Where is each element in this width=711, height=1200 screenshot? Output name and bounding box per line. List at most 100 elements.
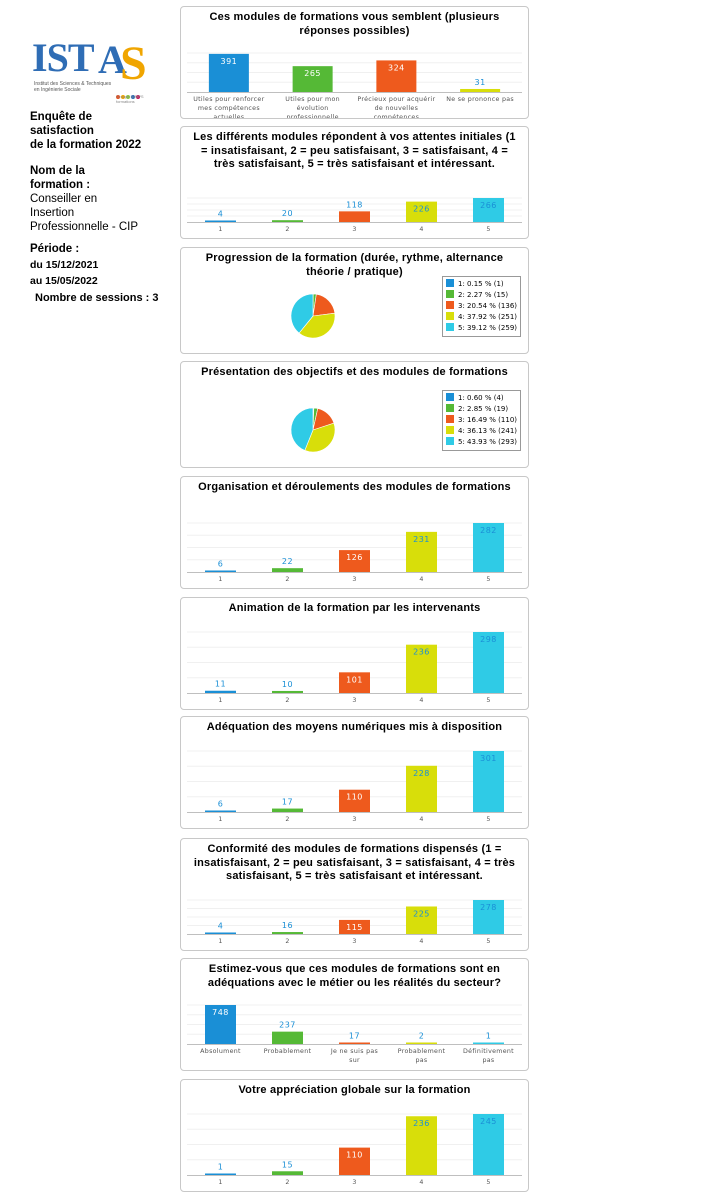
chart-svg [290, 407, 336, 453]
chart-panel-10: Votre appréciation globale sur la format… [180, 1079, 529, 1192]
chart-svg [290, 293, 336, 339]
chart-svg: 4 1 20 2 118 3 226 4 266 5 [187, 197, 522, 233]
chart-panel-1: Ces modules de formations vous semblent … [180, 6, 529, 119]
bar-1 [205, 1005, 236, 1044]
legend-item: 5: 39.12 % (259) [446, 323, 517, 334]
category-label: 4 [419, 938, 423, 945]
bar-4 [406, 765, 437, 812]
data-label: 298 [480, 635, 497, 644]
legend-swatch [446, 301, 454, 309]
category-label: 4 [419, 226, 423, 233]
category-label: évolution [297, 104, 329, 112]
legend-swatch [446, 312, 454, 320]
data-label: 126 [346, 553, 363, 562]
chart-title: Adéquation des moyens numériques mis à d… [206, 721, 503, 733]
category-label: 3 [352, 816, 356, 823]
bar-1 [205, 690, 236, 693]
data-label: 225 [413, 909, 430, 918]
category-label: pas [415, 1057, 427, 1064]
category-label: 4 [419, 576, 423, 583]
formation-label: Nom de la formation : [30, 165, 91, 191]
pie-slice-4 [304, 422, 336, 453]
legend-swatch [446, 437, 454, 445]
chart-title: Progression de la formation (durée, ryth… [205, 252, 504, 278]
bar-4 [406, 644, 437, 693]
chart-panel-7: Adéquation des moyens numériques mis à d… [180, 716, 529, 829]
category-label: 1 [218, 816, 222, 823]
bar-1 [205, 220, 236, 222]
category-label: 3 [352, 576, 356, 583]
legend-item: 4: 36.13 % (241) [446, 426, 517, 437]
category-label: actuelles [213, 114, 244, 118]
data-label: 748 [212, 1008, 229, 1017]
legend-label: 2: 2.27 % (15) [458, 291, 509, 299]
bar-4 [460, 88, 501, 92]
data-label: 266 [480, 201, 497, 210]
logo-text: IST [32, 35, 94, 80]
category-label: 1 [218, 938, 222, 945]
legend-swatch [446, 426, 454, 434]
legend-swatch [446, 323, 454, 331]
category-label: 5 [486, 1179, 490, 1186]
data-label: 282 [480, 526, 497, 535]
bar-5 [473, 523, 504, 572]
pie-slice-5 [290, 407, 314, 451]
bar-5 [473, 198, 504, 222]
legend-item: 3: 20.54 % (136) [446, 301, 517, 312]
data-label: 4 [218, 210, 224, 219]
category-label: 1 [218, 697, 222, 704]
survey-title: Enquête de satisfaction de la formation … [30, 111, 142, 151]
data-label: 101 [346, 675, 363, 684]
legend-item: 2: 2.85 % (19) [446, 404, 517, 415]
data-label: 22 [282, 557, 293, 566]
category-label: 2 [285, 1179, 289, 1186]
bar-2 [272, 690, 303, 693]
category-label: Définitivement [463, 1047, 514, 1055]
data-label: 15 [282, 1160, 293, 1169]
bar-5 [473, 751, 504, 812]
category-label: 3 [352, 938, 356, 945]
logo-letter-s: S [120, 37, 147, 90]
data-label: 4 [218, 922, 224, 931]
data-label: 110 [346, 1151, 363, 1160]
category-label: Précieux pour acquérir [357, 95, 435, 103]
category-label: Ne se prononce pas [446, 96, 514, 103]
chart-title: Conformité des modules de formations dis… [193, 843, 516, 882]
chart-svg: 6 1 17 2 110 3 228 4 301 5 [187, 750, 522, 823]
sidebar: IST A S Institut des Sciences & Techniqu… [30, 35, 170, 288]
chart-panel-4: Présentation des objectifs et des module… [180, 361, 529, 468]
category-label: Je ne suis pas [330, 1048, 378, 1055]
data-label: 278 [480, 903, 497, 912]
category-label: 4 [419, 697, 423, 704]
legend-item: 1: 0.15 % (1) [446, 279, 517, 290]
bar-1 [205, 1173, 236, 1175]
category-label: mes compétences [198, 104, 260, 112]
legend-label: 3: 20.54 % (136) [458, 302, 518, 310]
chart-panel-6: Animation de la formation par les interv… [180, 597, 529, 710]
category-label: 4 [419, 816, 423, 823]
legend-item: 1: 0.60 % (4) [446, 393, 517, 404]
bar-5 [473, 1114, 504, 1175]
bar-2 [272, 932, 303, 934]
category-label: 5 [486, 938, 490, 945]
legend-label: 1: 0.60 % (4) [458, 394, 504, 402]
data-label: 10 [282, 680, 293, 689]
category-label: compétences [374, 113, 420, 118]
category-label: 5 [486, 816, 490, 823]
legend-swatch [446, 393, 454, 401]
category-label: Utiles pour renforcer [193, 96, 264, 103]
data-label: 17 [282, 798, 293, 807]
pie-slice-3 [312, 293, 336, 317]
bar-3 [376, 60, 417, 92]
bar-3 [339, 1042, 370, 1044]
bar-5 [473, 632, 504, 693]
bar-2 [272, 1171, 303, 1175]
chart-panel-3: Progression de la formation (durée, ryth… [180, 247, 529, 354]
bar-3 [339, 672, 370, 693]
data-label: 228 [413, 769, 430, 778]
data-label: 115 [346, 923, 363, 932]
data-label: 11 [215, 680, 226, 689]
